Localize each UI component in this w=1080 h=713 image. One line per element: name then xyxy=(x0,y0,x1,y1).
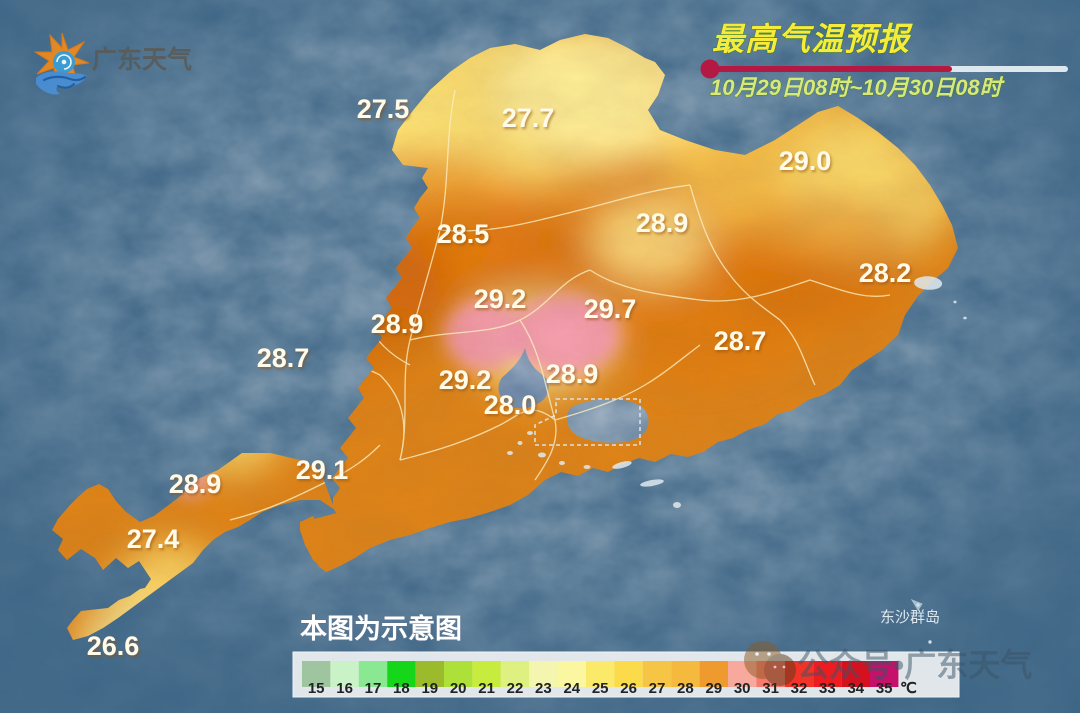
svg-text:28.9: 28.9 xyxy=(169,469,222,499)
svg-text:27.7: 27.7 xyxy=(502,103,555,133)
svg-text:17: 17 xyxy=(365,680,382,697)
svg-text:29.7: 29.7 xyxy=(584,294,637,324)
svg-text:22: 22 xyxy=(507,680,524,697)
svg-text:26.6: 26.6 xyxy=(87,631,140,661)
svg-text:27.4: 27.4 xyxy=(127,524,180,554)
svg-text:30: 30 xyxy=(734,680,751,697)
svg-text:28.2: 28.2 xyxy=(859,258,912,288)
svg-text:本图为示意图: 本图为示意图 xyxy=(300,613,462,644)
svg-text:16: 16 xyxy=(336,680,353,697)
svg-text:28.0: 28.0 xyxy=(484,390,537,420)
svg-text:21: 21 xyxy=(478,680,495,697)
svg-text:最高气温预报: 最高气温预报 xyxy=(712,21,913,57)
svg-text:28.9: 28.9 xyxy=(546,359,599,389)
svg-text:10月29日08时~10月30日08时: 10月29日08时~10月30日08时 xyxy=(710,75,1006,100)
svg-text:28.7: 28.7 xyxy=(257,343,310,373)
svg-text:公众号•广东天气: 公众号•广东天气 xyxy=(797,647,1032,683)
svg-text:29: 29 xyxy=(705,680,722,697)
svg-text:25: 25 xyxy=(592,680,609,697)
svg-text:26: 26 xyxy=(620,680,637,697)
svg-text:东沙群岛: 东沙群岛 xyxy=(880,609,940,626)
svg-text:18: 18 xyxy=(393,680,410,697)
svg-text:27.5: 27.5 xyxy=(357,94,410,124)
svg-text:28.9: 28.9 xyxy=(371,309,424,339)
svg-text:24: 24 xyxy=(563,680,580,697)
svg-text:19: 19 xyxy=(421,680,438,697)
svg-text:28.5: 28.5 xyxy=(437,219,490,249)
svg-text:29.2: 29.2 xyxy=(474,284,527,314)
svg-text:29.1: 29.1 xyxy=(296,455,349,485)
svg-text:28: 28 xyxy=(677,680,694,697)
svg-text:23: 23 xyxy=(535,680,552,697)
svg-text:广东天气: 广东天气 xyxy=(92,45,192,74)
svg-text:28.7: 28.7 xyxy=(714,326,767,356)
svg-text:15: 15 xyxy=(308,680,325,697)
svg-text:28.9: 28.9 xyxy=(636,208,689,238)
svg-text:27: 27 xyxy=(649,680,666,697)
svg-text:20: 20 xyxy=(450,680,467,697)
svg-text:29.0: 29.0 xyxy=(779,146,832,176)
